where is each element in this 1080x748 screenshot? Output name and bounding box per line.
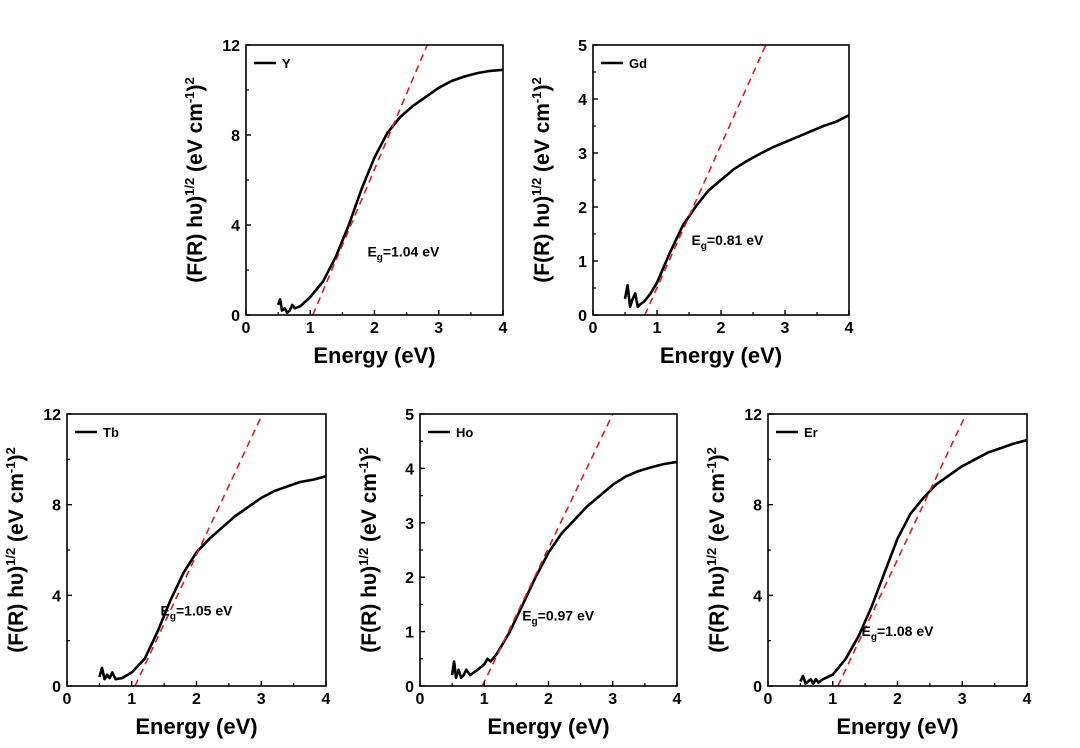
series-line-gd	[623, 114, 849, 309]
y-tick-label: 5	[578, 38, 587, 55]
y-tick-label: 2	[405, 570, 414, 587]
legend-label: Er	[804, 425, 818, 440]
fit-line	[644, 45, 767, 315]
x-tick-label: 4	[673, 691, 682, 708]
x-tick-label: 1	[653, 320, 662, 337]
y-tick-label: 4	[52, 588, 61, 605]
band-gap-annotation: Eg=0.97 eV	[522, 608, 595, 628]
x-axis-label: Energy (eV)	[660, 343, 782, 368]
x-tick-label: 0	[416, 691, 425, 708]
x-tick-label: 0	[242, 320, 251, 337]
y-tick-label: 0	[52, 679, 61, 696]
x-tick-label: 4	[1023, 691, 1032, 708]
x-axis-label: Energy (eV)	[135, 714, 257, 739]
fit-line	[837, 414, 967, 686]
y-tick-label: 12	[222, 38, 240, 55]
x-tick-label: 0	[764, 691, 773, 708]
y-axis-label: (F(R) hυ)1/2 (eV cm-1)2	[3, 447, 28, 652]
series-line-ho	[450, 460, 677, 680]
band-gap-annotation: Eg=1.05 eV	[161, 603, 234, 623]
y-tick-label: 8	[753, 498, 762, 515]
y-tick-label: 1	[405, 625, 414, 642]
x-tick-label: 1	[480, 691, 489, 708]
x-tick-label: 4	[845, 320, 854, 337]
x-tick-label: 1	[306, 320, 315, 337]
legend-label: Y	[282, 56, 291, 71]
legend-label: Ho	[456, 425, 473, 440]
band-gap-annotation: Eg=0.81 eV	[691, 232, 764, 252]
y-axis-label: (F(R) hυ)1/2 (eV cm-1)2	[356, 447, 381, 652]
y-tick-label: 1	[578, 254, 587, 271]
chart-panel-ho: 0 1 2 3 4 0 1 2 3 4 5 Energy (eV) (F(R) hυ)1/2 (eV c…	[356, 407, 682, 739]
x-tick-label: 1	[828, 691, 837, 708]
x-tick-label: 2	[370, 320, 379, 337]
y-tick-label: 8	[231, 128, 240, 145]
y-tick-label: 4	[578, 92, 587, 109]
x-tick-label: 3	[608, 691, 617, 708]
x-tick-label: 2	[192, 691, 201, 708]
fit-line	[312, 45, 428, 315]
y-tick-label: 2	[578, 200, 587, 217]
fit-line	[134, 414, 264, 686]
y-tick-label: 5	[405, 407, 414, 424]
y-tick-label: 12	[43, 407, 61, 424]
x-tick-label: 4	[499, 320, 508, 337]
x-axis-label: Energy (eV)	[487, 714, 609, 739]
y-tick-label: 3	[578, 146, 587, 163]
y-tick-label: 4	[405, 461, 414, 478]
plot-frame	[245, 44, 504, 316]
plot-frame	[419, 413, 678, 687]
x-tick-label: 2	[717, 320, 726, 337]
x-tick-label: 0	[589, 320, 598, 337]
series-line-tb	[98, 475, 326, 681]
plot-frame	[66, 413, 327, 687]
y-tick-label: 0	[231, 308, 240, 325]
y-tick-label: 0	[578, 308, 587, 325]
x-axis-label: Energy (eV)	[313, 343, 435, 368]
y-tick-label: 3	[405, 516, 414, 533]
x-tick-label: 2	[544, 691, 553, 708]
x-tick-label: 3	[958, 691, 967, 708]
chart-panel-gd: 0 1 2 3 4 0 1 2 3 4 5 Energy (eV) (F(R) hυ)1/2 (eV c…	[529, 38, 854, 368]
y-tick-label: 0	[405, 679, 414, 696]
legend-label: Gd	[629, 56, 647, 71]
series-line-er	[799, 438, 1027, 686]
series-line-y	[276, 68, 503, 315]
legend-label: Tb	[103, 425, 119, 440]
x-tick-label: 1	[127, 691, 136, 708]
y-axis-label: (F(R) hυ)1/2 (eV cm-1)2	[529, 77, 554, 282]
x-tick-label: 3	[257, 691, 266, 708]
fit-line	[481, 414, 614, 686]
y-tick-label: 8	[52, 498, 61, 515]
y-axis-label: (F(R) hυ)1/2 (eV cm-1)2	[182, 77, 207, 282]
x-tick-label: 3	[434, 320, 443, 337]
band-gap-annotation: Eg=1.08 eV	[862, 623, 935, 643]
x-tick-label: 3	[781, 320, 790, 337]
y-axis-label: (F(R) hυ)1/2 (eV cm-1)2	[704, 447, 729, 652]
y-tick-label: 12	[744, 407, 762, 424]
x-tick-label: 4	[322, 691, 331, 708]
plot-frame	[767, 413, 1028, 687]
band-gap-annotation: Eg=1.04 eV	[367, 244, 440, 264]
x-axis-label: Energy (eV)	[836, 714, 958, 739]
y-tick-label: 4	[231, 218, 240, 235]
x-tick-label: 0	[63, 691, 72, 708]
x-tick-label: 2	[893, 691, 902, 708]
y-tick-label: 4	[753, 588, 762, 605]
y-tick-label: 0	[753, 679, 762, 696]
